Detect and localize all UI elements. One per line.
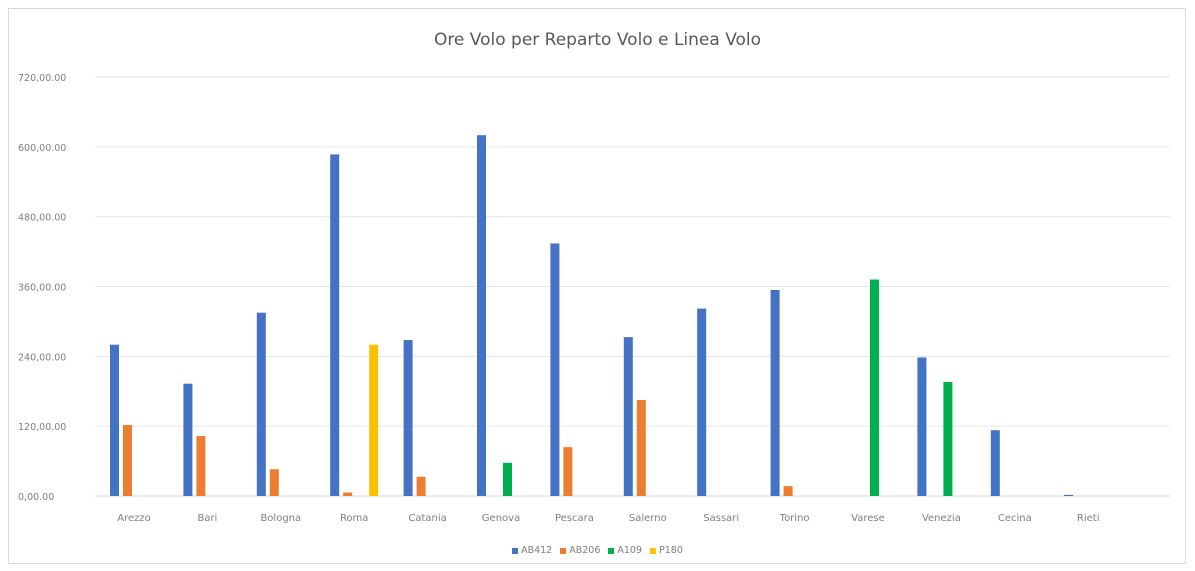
bars <box>110 135 1074 496</box>
bar-ab412-salerno <box>623 337 633 496</box>
bar-ab412-cecina <box>990 430 1000 496</box>
y-tick-label: 120,00.00 <box>18 422 66 433</box>
y-tick-label: 240,00.00 <box>18 352 66 363</box>
x-tick-label: Salerno <box>629 513 667 524</box>
bar-ab206-bari <box>196 436 206 496</box>
x-tick-label: Roma <box>340 513 369 524</box>
x-tick-label: Venezia <box>922 513 961 524</box>
x-tick-label: Bari <box>197 513 217 524</box>
x-tick-label: Varese <box>851 513 885 524</box>
x-tick-label: Catania <box>408 513 446 524</box>
y-tick-label: 600,00.00 <box>18 143 66 154</box>
bar-ab206-torino <box>783 486 793 496</box>
y-tick-label: 360,00.00 <box>18 283 66 294</box>
x-tick-label: Arezzo <box>117 513 151 524</box>
bar-ab412-bari <box>183 383 193 496</box>
bar-ab412-genova <box>477 135 486 496</box>
legend-item: A109 <box>608 545 642 556</box>
bar-ab206-roma <box>343 492 353 496</box>
bar-a109-genova <box>503 462 512 496</box>
legend-label: P180 <box>659 545 683 556</box>
bar-ab412-venezia <box>917 357 927 496</box>
bar-ab206-salerno <box>636 399 646 496</box>
legend-swatch <box>512 547 519 554</box>
legend-label: AB206 <box>569 545 601 556</box>
chart-title: Ore Volo per Reparto Volo e Linea Volo <box>433 30 762 50</box>
legend-item: AB206 <box>560 545 600 556</box>
legend-item: P180 <box>650 545 683 556</box>
y-tick-label: 480,00.00 <box>18 213 66 224</box>
bar-ab206-arezzo <box>123 425 132 496</box>
bar-ab412-pescara <box>550 243 560 496</box>
legend-swatch <box>650 547 657 554</box>
legend-swatch <box>560 547 567 554</box>
x-tick-label: Bologna <box>260 513 301 524</box>
y-tick-label: 0,00.00 <box>18 492 54 503</box>
x-tick-label: Pescara <box>555 513 594 524</box>
bar-ab206-bologna <box>269 469 279 496</box>
legend-swatch <box>608 547 615 554</box>
bar-ab412-torino <box>770 289 780 496</box>
bar-p180-roma <box>369 344 379 496</box>
bar-ab412-catania <box>403 340 413 496</box>
x-tick-label: Rieti <box>1077 513 1100 524</box>
bar-a109-varese <box>870 279 879 496</box>
bar-ab412-rieti <box>1064 494 1074 496</box>
y-axis-ticks: 0,00.00 120,00.00 240,00.00 360,00.00 480,00… <box>18 73 66 503</box>
bar-ab412-bologna <box>256 312 266 496</box>
bar-ab412-arezzo <box>110 344 119 496</box>
x-tick-label: Torino <box>779 513 810 524</box>
legend: AB412 AB206 A109 P180 <box>0 545 1195 556</box>
legend-item: AB412 <box>512 545 552 556</box>
bar-ab206-pescara <box>563 447 573 496</box>
bar-a109-venezia <box>943 381 953 496</box>
x-axis-ticks: Arezzo Bari Bologna Roma Catania Genova Pescar… <box>117 513 1099 524</box>
legend-label: A109 <box>617 545 643 556</box>
bar-ab412-roma <box>330 154 340 496</box>
x-tick-label: Genova <box>482 513 520 524</box>
legend-label: AB412 <box>521 545 553 556</box>
y-tick-label: 720,00.00 <box>18 73 66 84</box>
bar-ab412-sassari <box>697 308 707 496</box>
x-tick-label: Cecina <box>998 513 1032 524</box>
bar-ab206-catania <box>416 476 426 496</box>
x-tick-label: Sassari <box>703 513 739 524</box>
